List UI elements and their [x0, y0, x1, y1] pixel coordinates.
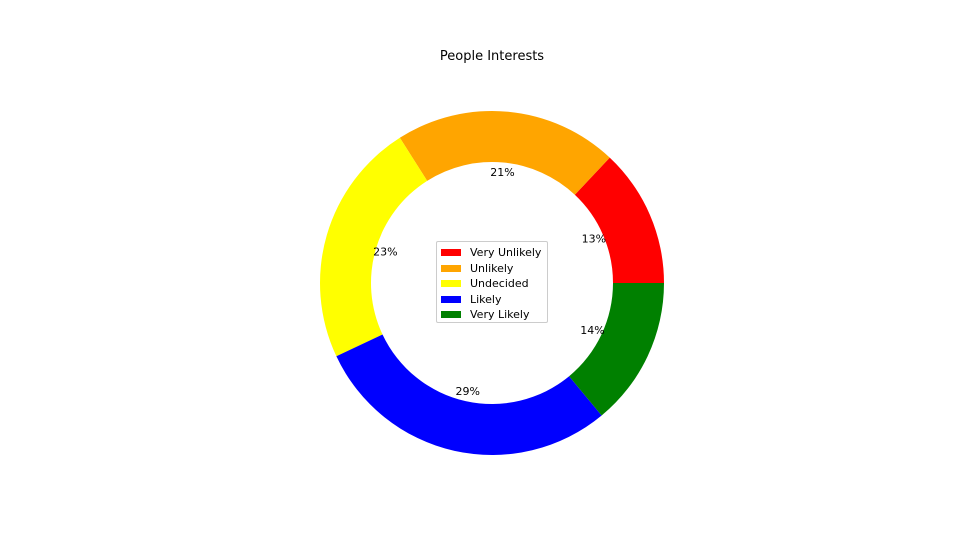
legend-swatch: [441, 280, 461, 288]
legend-label: Likely: [470, 292, 502, 306]
slice-very-likely: [569, 283, 664, 416]
pct-label-undecided: 23%: [373, 246, 397, 259]
pct-label-unlikely: 21%: [490, 166, 514, 179]
legend-swatch: [441, 295, 461, 303]
legend-swatch: [441, 264, 461, 272]
slice-undecided: [320, 137, 428, 357]
slice-very-unlikely: [574, 157, 664, 283]
legend: Very Unlikely Unlikely Undecided Likely Very…: [436, 241, 548, 323]
legend-label: Undecided: [470, 277, 529, 291]
slices-group: [320, 111, 664, 455]
pct-label-likely: 29%: [456, 385, 480, 398]
legend-swatch: [441, 249, 461, 257]
percent-labels-group: 13% 21% 23% 29% 14%: [373, 166, 606, 398]
legend-item: Very Unlikely: [441, 245, 547, 261]
legend-item: Very Likely: [441, 307, 547, 323]
legend-label: Very Unlikely: [470, 246, 542, 260]
pct-label-very-unlikely: 13%: [582, 232, 606, 245]
slice-likely: [336, 334, 602, 455]
pct-label-very-likely: 14%: [580, 324, 604, 337]
legend-swatch: [441, 311, 461, 319]
legend-item: Unlikely: [441, 261, 547, 277]
chart-title: People Interests: [439, 49, 545, 64]
legend-item: Undecided: [441, 276, 547, 292]
legend-label: Very Likely: [470, 308, 530, 322]
slice-unlikely: [399, 111, 610, 195]
legend-item: Likely: [441, 292, 547, 308]
legend-label: Unlikely: [470, 261, 514, 275]
